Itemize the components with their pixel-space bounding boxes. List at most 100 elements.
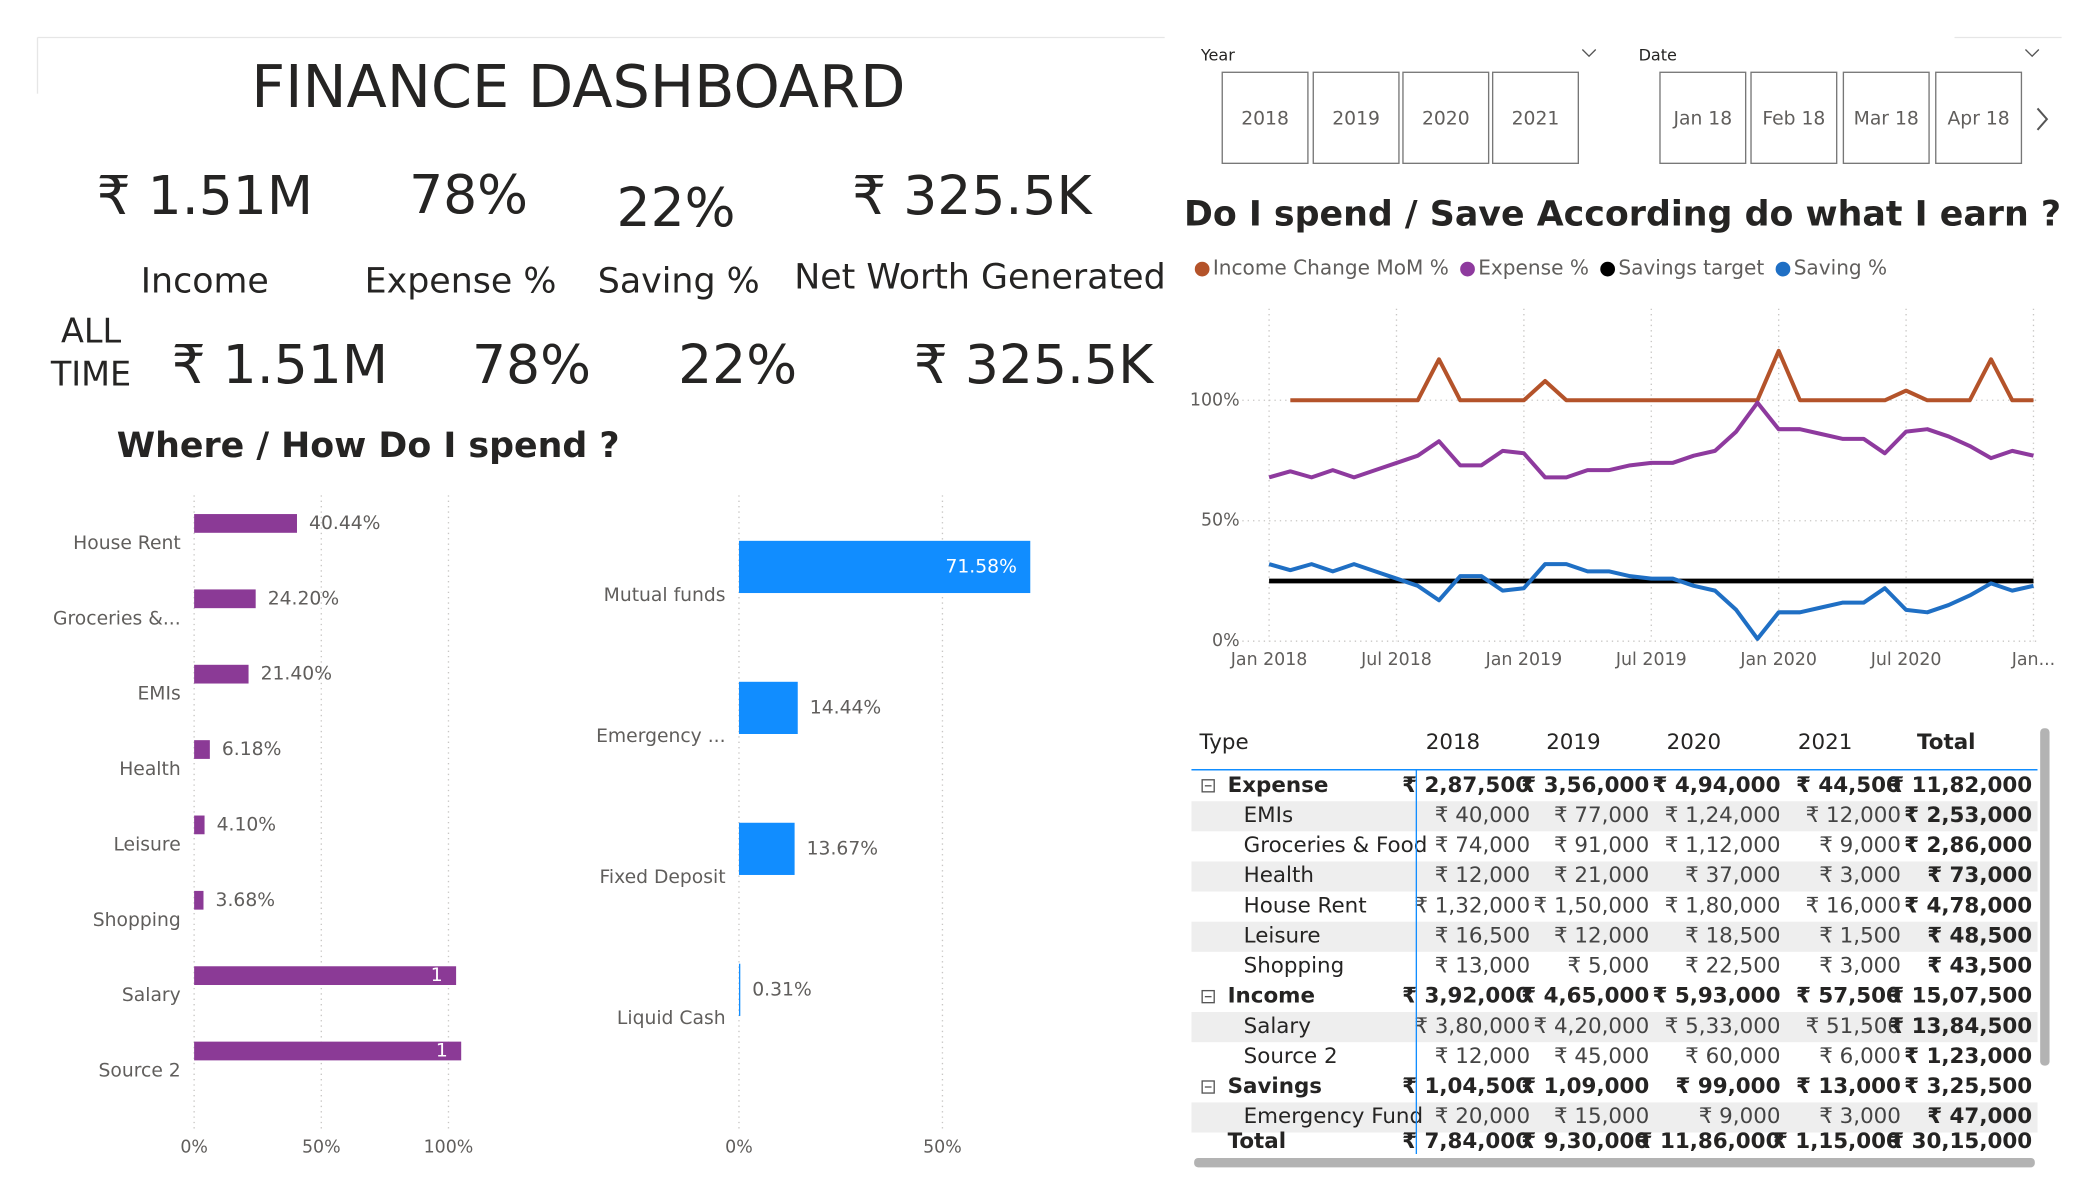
category-label: EMIs [137,684,180,705]
cell: ₹ 73,000 [1927,863,2032,888]
value-label: 13.67% [807,838,878,859]
bar [738,822,795,875]
x-tick-label: 50% [302,1137,341,1157]
chart-title: Where / How Do I spend ? [117,426,620,466]
kpi-label: Expense % [365,261,557,301]
kpi-label: Net Worth Generated [794,257,1165,297]
value-label: 4.10% [217,814,277,835]
bar [194,589,256,609]
x-tick-label: Jul 2019 [1615,650,1687,670]
cell: ₹ 43,500 [1927,954,2032,979]
category-label: Liquid Cash [617,1008,726,1029]
row-label: Expense [1228,773,1329,798]
slicer-item[interactable]: Mar 18 [1854,109,1919,130]
slicer-button[interactable] [1842,71,1930,164]
legend-swatch [1194,261,1210,277]
legend-label: Savings target [1618,256,1764,280]
x-tick-label: 0% [180,1137,208,1157]
slicer-button[interactable] [1491,71,1579,164]
dropdown-chevron[interactable] [1581,49,1597,58]
cell: ₹ 2,86,000 [1904,833,2032,858]
slicer-button[interactable] [1750,71,1838,164]
cell: ₹ 9,30,000 [1521,1129,1649,1154]
row-label: Groceries & Food [1244,833,1428,858]
cell: ₹ 74,000 [1435,833,1530,858]
collapse-icon[interactable] [1201,1080,1215,1094]
kpi-value: ₹ 325.5K [914,333,1155,396]
category-label: House Rent [73,533,181,554]
bar [194,890,204,910]
row-label: Health [1244,863,1314,888]
category-label: Mutual funds [604,585,726,606]
category-label: Source 2 [99,1061,181,1082]
cell: ₹ 12,000 [1435,1044,1530,1069]
scrollbar[interactable] [1194,1157,2035,1168]
y-tick-label: 100% [1190,390,1240,410]
bar [194,740,210,759]
kpi-value: ₹ 325.5K [852,164,1093,227]
bar [194,664,249,684]
slicer-item[interactable]: Feb 18 [1762,109,1825,130]
cell: ₹ 1,15,000 [1773,1129,1901,1154]
row-background [1191,801,2038,832]
cell: ₹ 9,000 [1819,833,1901,858]
next-arrow[interactable] [2036,107,2049,131]
scrollbar[interactable] [2040,728,2050,1066]
category-label: Groceries &... [53,608,181,629]
category-label: Health [119,759,181,780]
cell: ₹ 47,000 [1927,1104,2032,1129]
line-series [1268,400,2034,480]
slicer-item[interactable]: 2019 [1332,109,1380,130]
slicer-button[interactable] [1935,71,2023,164]
slicer-item[interactable]: Apr 18 [1947,109,2009,130]
cell: ₹ 2,87,500 [1402,773,1530,798]
cell: ₹ 1,500 [1819,923,1901,948]
value-label: 24.20% [268,588,339,609]
legend-label: Income Change MoM % [1213,256,1449,280]
kpi-value: ₹ 1.51M [97,164,313,227]
row-background [1191,1012,2038,1043]
cell: ₹ 12,000 [1806,803,1901,828]
bar [194,514,297,533]
cell: ₹ 4,94,000 [1652,773,1780,798]
x-tick-label: 100% [424,1137,474,1157]
value-label: 40.44% [309,513,380,534]
dashboard-title: FINANCE DASHBOARD [251,52,905,121]
slicer-button[interactable] [1402,71,1490,164]
cell: ₹ 51,500 [1806,1014,1901,1039]
slicer-button[interactable] [1221,71,1309,164]
cell: ₹ 57,500 [1796,984,1901,1009]
cell: ₹ 44,500 [1796,773,1901,798]
line-series [1268,562,2034,641]
table-header: 2020 [1667,730,1721,755]
bar [738,963,741,1016]
cell: ₹ 18,500 [1685,923,1780,948]
row-background [1191,1102,2038,1133]
x-tick-label: Jan 2019 [1485,650,1563,670]
slicer-item[interactable]: 2021 [1512,109,1560,130]
cell: ₹ 5,33,000 [1665,1014,1781,1039]
slicer-item[interactable]: Jan 18 [1672,109,1732,130]
row-label: Salary [1244,1014,1312,1039]
collapse-icon[interactable] [1201,989,1215,1004]
cell: ₹ 1,32,000 [1414,893,1530,918]
collapse-icon[interactable] [1201,779,1215,793]
slicer-item[interactable]: 2020 [1422,109,1470,130]
cell: ₹ 2,53,000 [1904,803,2032,828]
slicer-item[interactable]: 2018 [1241,109,1289,130]
value-label: 0.31% [752,979,812,1000]
row-label: Leisure [1244,923,1321,948]
kpi-value: ₹ 1.51M [172,333,388,396]
value-label: 14.44% [810,697,881,718]
table-header: 2018 [1426,730,1480,755]
slicer-button[interactable] [1659,71,1747,164]
cell: ₹ 4,20,000 [1534,1014,1650,1039]
cell: ₹ 16,000 [1806,893,1901,918]
cell: ₹ 1,80,000 [1665,893,1781,918]
slicer-button[interactable] [1312,71,1400,164]
dropdown-chevron[interactable] [2024,49,2040,58]
value-label: 1 [431,965,443,986]
cell: ₹ 1,23,000 [1904,1044,2032,1069]
x-tick-label: Jul 2020 [1870,650,1942,670]
